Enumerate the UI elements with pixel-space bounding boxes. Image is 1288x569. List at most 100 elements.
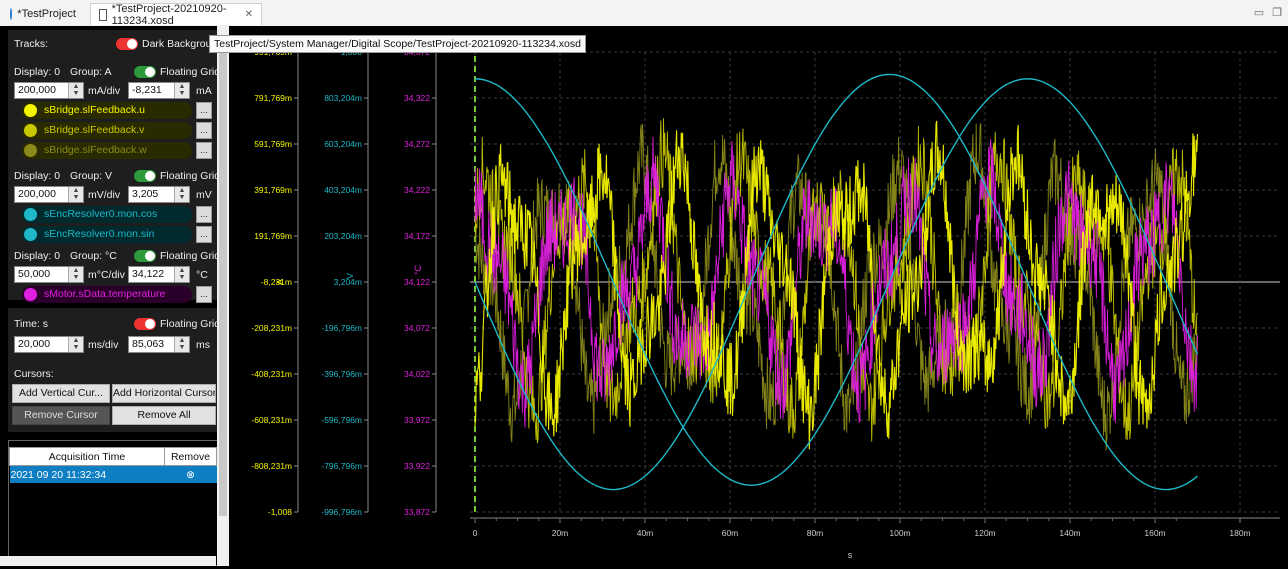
y-tick-label: 3,204m <box>334 277 362 287</box>
signal-feedback-u-options-button[interactable]: ... <box>196 102 212 119</box>
x-tick-label: 180m <box>1229 528 1250 538</box>
y-tick-label: 34,272 <box>404 139 430 149</box>
tab-scope-file[interactable]: *TestProject-20210920-113234.xosd ✕ <box>90 2 262 27</box>
horizontal-scrollbar[interactable] <box>0 556 216 566</box>
y-tick-label: -8,231m <box>261 277 292 287</box>
group-c-scale-input[interactable]: 50,000 ▲ ▼ <box>14 266 84 283</box>
tab-project[interactable]: *TestProject <box>2 3 84 25</box>
signal-feedback-w-options-button[interactable]: ... <box>196 142 212 159</box>
tab-scope-file-label: *TestProject-20210920-113234.xosd <box>111 2 227 27</box>
signal-feedback-u[interactable]: sBridge.slFeedback.u <box>22 102 192 119</box>
y-tick-label: -996,796m <box>321 507 362 517</box>
y-tick-label: 34,072 <box>404 323 430 333</box>
add-horizontal-cursor-button[interactable]: Add Horizontal Cursor <box>112 384 216 403</box>
y-tick-label: 33,872 <box>404 507 430 517</box>
group-c-floating-toggle[interactable] <box>134 250 156 262</box>
x-tick-label: 0 <box>473 528 478 538</box>
y-tick-label: 403,204m <box>324 185 362 195</box>
y-tick-label: 791,769m <box>254 93 292 103</box>
x-tick-label: 160m <box>1144 528 1165 538</box>
time-offset-unit: ms <box>196 339 210 351</box>
signal-motor-temperature[interactable]: sMotor.sData.temperature <box>22 286 192 303</box>
y-tick-label: 34,022 <box>404 369 430 379</box>
group-a-offset-input[interactable]: -8,231 ▲ ▼ <box>128 82 190 99</box>
time-cursor-section: Time: s Floating Grid 20,000 ▲ ▼ ms/div 85… <box>8 308 220 432</box>
time-label: Time: s <box>14 318 49 330</box>
signal-trace-v <box>474 118 1198 444</box>
group-v-name: Group: V <box>70 170 113 182</box>
panel-vertical-scrollbar[interactable] <box>217 26 229 566</box>
y-tick-label: 603,204m <box>324 139 362 149</box>
signal-feedback-v-options-button[interactable]: ... <box>196 122 212 139</box>
signal-motor-temperature-options-button[interactable]: ... <box>196 286 212 303</box>
x-tick-label: 20m <box>552 528 569 538</box>
group-a-floating-toggle[interactable] <box>134 66 156 78</box>
acquisitions-panel: Acquisition Time Remove 2021 09 20 11:32… <box>8 440 218 566</box>
y-tick-label: 34,172 <box>404 231 430 241</box>
y-tick-label: 203,204m <box>324 231 362 241</box>
acquisitions-table: Acquisition Time Remove 2021 09 20 11:32… <box>9 447 217 483</box>
group-c-offset-unit: °C <box>196 269 208 281</box>
signal-resolver-sin-options-button[interactable]: ... <box>196 226 212 243</box>
signal-resolver-cos[interactable]: sEncResolver0.mon.cos <box>22 206 192 223</box>
x-tick-label: 140m <box>1059 528 1080 538</box>
group-a-scale-unit: mA/div <box>88 85 121 97</box>
signal-feedback-w[interactable]: sBridge.slFeedback.w <box>22 142 192 159</box>
x-tick-label: 120m <box>974 528 995 538</box>
cursors-label: Cursors: <box>14 368 54 380</box>
remove-acquisition-icon[interactable]: ⊗ <box>164 465 217 483</box>
editor-tab-bar: *TestProject *TestProject-20210920-11323… <box>0 0 1288 27</box>
group-v-offset-input[interactable]: 3,205 ▲ ▼ <box>128 186 190 203</box>
scope-plot[interactable]: 991,769m791,769m591,769m391,769m191,769m… <box>230 26 1288 566</box>
minimize-icon[interactable]: ▭ <box>1253 7 1265 19</box>
tracks-label: Tracks: <box>14 38 49 50</box>
x-tick-label: 60m <box>722 528 739 538</box>
scope-chart[interactable]: 991,769m791,769m591,769m391,769m191,769m… <box>230 26 1288 566</box>
series-sin <box>474 73 1198 491</box>
group-c-offset-input[interactable]: 34,122 ▲ ▼ <box>128 266 190 283</box>
group-v-scale-unit: mV/div <box>88 189 121 201</box>
y-tick-label: 34,222 <box>404 185 430 195</box>
scope-control-panel: Tracks: Dark Background Display: 0 Group… <box>0 26 230 566</box>
x-tick-label: 100m <box>889 528 910 538</box>
time-scale-input[interactable]: 20,000 ▲ ▼ <box>14 336 84 353</box>
x-tick-label: 40m <box>637 528 654 538</box>
group-a-floating-label: Floating Grid <box>160 66 221 78</box>
group-c-scale-unit: m°C/div <box>88 269 125 281</box>
col-acquisition-time: Acquisition Time <box>9 447 165 466</box>
group-a-offset-unit: mA <box>196 85 212 97</box>
tracks-section: Tracks: Dark Background Display: 0 Group… <box>8 30 223 303</box>
group-v-scale-input[interactable]: 200,000 ▲ ▼ <box>14 186 84 203</box>
dark-background-label: Dark Background <box>142 38 224 50</box>
y-tick-label: -208,231m <box>251 323 292 333</box>
tab-tooltip: TestProject/System Manager/Digital Scope… <box>209 35 586 53</box>
group-a-scale-input[interactable]: 200,000 ▲ ▼ <box>14 82 84 99</box>
table-row[interactable]: 2021 09 20 11:32:34 ⊗ <box>9 465 217 483</box>
y-tick-label: 591,769m <box>254 139 292 149</box>
maximize-icon[interactable]: ❐ <box>1272 7 1282 19</box>
y-tick-label: -796,796m <box>321 461 362 471</box>
series-cos <box>474 78 1199 486</box>
group-v-floating-toggle[interactable] <box>134 170 156 182</box>
time-floating-toggle[interactable] <box>134 318 156 330</box>
remove-all-button[interactable]: Remove All <box>112 406 216 425</box>
y-tick-label: 34,122 <box>404 277 430 287</box>
group-v-offset-unit: mV <box>196 189 212 201</box>
close-icon[interactable]: ✕ <box>244 9 253 20</box>
signal-resolver-cos-options-button[interactable]: ... <box>196 206 212 223</box>
y-tick-label: 191,769m <box>254 231 292 241</box>
tab-project-label: *TestProject <box>17 8 76 20</box>
group-v-floating-label: Floating Grid <box>160 170 221 182</box>
document-icon <box>99 8 107 21</box>
signal-feedback-v[interactable]: sBridge.slFeedback.v <box>22 122 192 139</box>
signal-trace-w <box>474 123 1198 451</box>
group-a-display: Display: 0 <box>14 66 61 78</box>
y-tick-label: 33,972 <box>404 415 430 425</box>
remove-cursor-button[interactable]: Remove Cursor <box>12 406 110 425</box>
y-tick-label: 391,769m <box>254 185 292 195</box>
time-offset-input[interactable]: 85,063 ▲ ▼ <box>128 336 190 353</box>
acquisition-time-cell: 2021 09 20 11:32:34 <box>9 465 165 483</box>
dark-background-toggle[interactable] <box>116 38 138 50</box>
signal-resolver-sin[interactable]: sEncResolver0.mon.sin <box>22 226 192 243</box>
add-vertical-cursor-button[interactable]: Add Vertical Cur... <box>12 384 110 403</box>
